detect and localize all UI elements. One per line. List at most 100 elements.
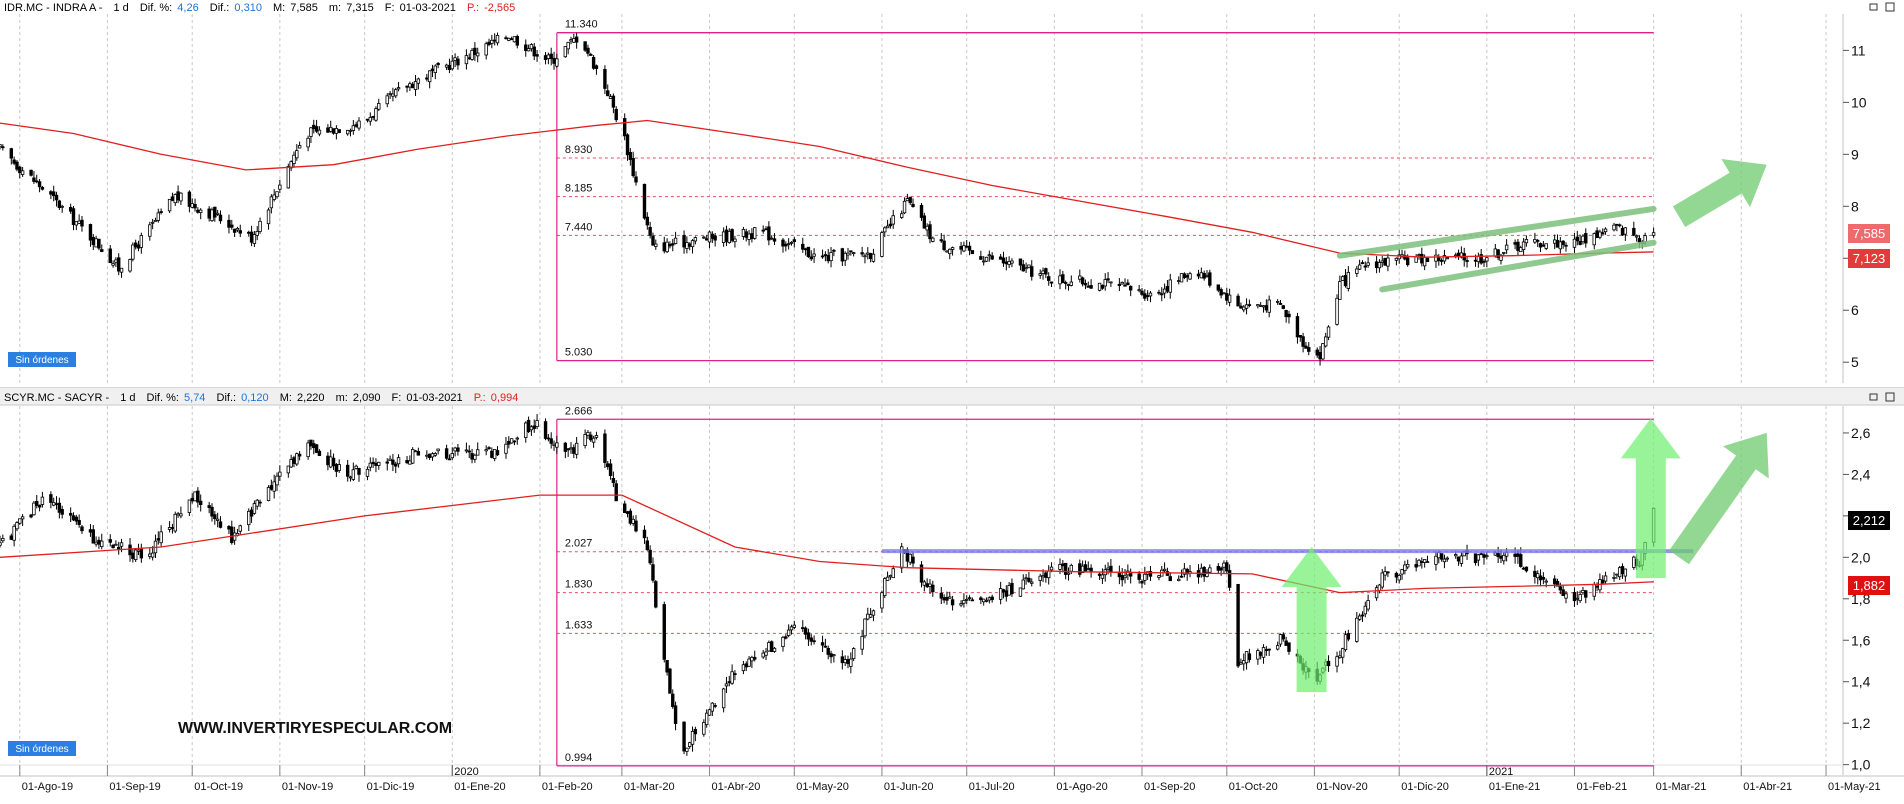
candle-body [1513,242,1517,245]
candle-body [1499,555,1503,559]
candle-body [473,47,477,55]
candle-body [1564,593,1568,599]
candle-body [176,513,180,516]
candle-body [572,447,576,454]
candle-body [1,538,5,542]
candle-body [97,238,101,249]
indra-candles [0,32,1656,366]
candle-body [317,129,322,135]
candle-body [32,502,36,516]
candle-body [1524,566,1529,572]
candle-body [1208,567,1212,573]
candle-body [928,583,932,587]
candle-body [416,78,421,84]
window-controls-2[interactable] [1869,392,1895,402]
candle-body [1304,345,1308,349]
candle-body [888,223,893,227]
window-controls-1[interactable] [1869,2,1895,12]
candle-body [682,721,686,752]
candle-body [651,564,655,581]
header-2: SCYR.MC - SACYR - 1 d Dif. %: 5,74 Dif.:… [4,392,518,404]
candle-body [526,419,531,433]
candle-body [1335,656,1339,667]
orders-badge-1[interactable]: Sin órdenes [8,352,76,367]
candle-body [218,521,223,528]
candle-body [583,434,587,446]
candle-body [1473,553,1478,564]
candle-body [1615,223,1619,226]
candle-body [586,431,590,436]
candle-body [108,539,112,543]
candle-body [806,246,811,258]
candle-body [1465,260,1469,262]
candle-body [1066,572,1071,575]
candle-body [15,522,19,530]
candle-body [374,108,378,121]
candle-body [1502,251,1506,254]
minimize-icon[interactable] [1869,393,1878,401]
candle-body [345,464,350,477]
x-tick-label: 01-Dic-19 [367,781,415,793]
price-tag-2-ma: 1,882 [1848,576,1890,595]
candle-body [385,461,389,464]
minimize-icon[interactable] [1869,3,1878,11]
fib-level-label: 11.340 [565,19,598,31]
candle-body [60,205,64,208]
candle-body [1100,574,1105,579]
dif-pct-value: 5,74 [184,392,205,404]
candle-body [981,598,986,603]
candle-body [781,239,785,247]
candle-body [891,215,895,225]
price-tag-value: 7,123 [1853,251,1886,266]
candle-body [504,443,508,454]
maximize-icon[interactable] [1885,392,1895,402]
candle-body [314,126,319,132]
candle-body [77,519,81,525]
candle-body [354,465,358,469]
fib-level-label: 1.830 [565,579,593,591]
candle-body [413,450,418,453]
candle-body [1044,268,1048,275]
candle-body [52,191,56,197]
candle-body [645,216,650,226]
x-tick-label: 01-Feb-21 [1576,781,1627,793]
candle-body [625,511,630,514]
candle-body [476,449,480,456]
candle-body [962,600,966,604]
orders-badge-label: Sin órdenes [15,744,68,755]
candle-body [1343,634,1348,651]
candle-body [213,514,217,520]
candle-body [1196,273,1201,277]
candle-body [436,62,440,66]
candle-body [908,196,912,204]
price-tag-2-high: 2,212 [1848,511,1890,530]
candle-body [408,460,412,465]
candle-body [767,642,771,652]
candle-body [467,450,471,453]
candle-body [1485,257,1489,262]
candle-body [249,509,254,517]
candle-body [724,683,729,687]
candle-body [456,447,460,452]
candle-body [1454,254,1458,257]
candle-body [60,509,64,515]
candle-body [1261,647,1266,658]
candle-body [272,194,276,200]
orders-badge-2[interactable]: Sin órdenes [8,741,76,756]
candle-body [721,231,726,243]
candle-body [990,596,994,601]
candle-body [473,454,477,460]
candle-body [1038,273,1042,276]
candle-body [215,518,220,521]
candle-body [1148,571,1153,577]
candle-body [492,449,497,459]
maximize-icon[interactable] [1885,2,1895,12]
candle-body [133,549,138,560]
candle-body [526,48,531,52]
candle-body [685,242,689,249]
candle-body [453,57,457,61]
candle-body [464,449,469,452]
candle-body [278,471,282,477]
candle-body [312,443,316,449]
